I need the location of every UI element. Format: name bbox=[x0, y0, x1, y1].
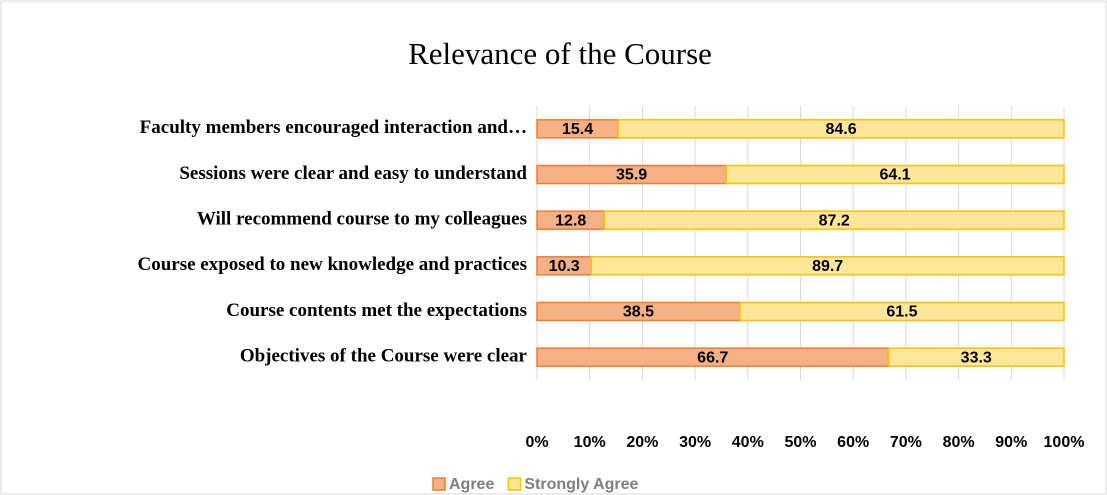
x-tick-label: 20% bbox=[626, 434, 658, 451]
y-tick-label: Faculty members encouraged interaction a… bbox=[140, 117, 527, 138]
x-tick-label: 10% bbox=[574, 434, 606, 451]
bar-segment bbox=[887, 347, 1065, 367]
x-tick-label: 30% bbox=[679, 434, 711, 451]
legend-swatch bbox=[507, 477, 522, 491]
y-tick-label: Course exposed to new knowledge and prac… bbox=[138, 254, 528, 275]
x-tick-label: 70% bbox=[890, 434, 922, 451]
x-tick-label: 40% bbox=[732, 434, 764, 451]
data-label: 89.7 bbox=[812, 258, 843, 275]
x-tick-label: 90% bbox=[995, 434, 1027, 451]
x-tick-label: 0% bbox=[525, 434, 548, 451]
bar-segment bbox=[590, 256, 1065, 276]
x-tick-label: 50% bbox=[784, 434, 816, 451]
x-tick-label: 100% bbox=[1044, 434, 1085, 451]
bar-segment bbox=[739, 301, 1065, 322]
bar-segment bbox=[603, 210, 1065, 230]
legend-label: Agree bbox=[449, 476, 494, 493]
data-label: 12.8 bbox=[555, 212, 586, 229]
data-label: 61.5 bbox=[886, 304, 917, 321]
y-tick-label: Will recommend course to my colleagues bbox=[197, 209, 527, 230]
data-label: 35.9 bbox=[616, 167, 647, 184]
legend-swatch bbox=[432, 477, 446, 491]
bar-segment bbox=[617, 119, 1065, 139]
y-tick-label: Sessions were clear and easy to understa… bbox=[179, 163, 527, 184]
data-label: 33.3 bbox=[961, 349, 992, 366]
x-tick-label: 60% bbox=[837, 434, 869, 451]
bar-segment bbox=[725, 164, 1065, 185]
data-label: 64.1 bbox=[880, 167, 911, 184]
legend-label: Strongly Agree bbox=[524, 476, 638, 493]
y-tick-label: Objectives of the Course were clear bbox=[240, 346, 528, 367]
chart-title: Relevance of the Course bbox=[408, 36, 712, 71]
data-label: 84.6 bbox=[826, 121, 857, 138]
x-tick-label: 80% bbox=[943, 434, 975, 451]
data-label: 15.4 bbox=[562, 121, 593, 138]
data-label: 10.3 bbox=[549, 258, 580, 275]
data-label: 66.7 bbox=[697, 349, 728, 366]
data-label: 38.5 bbox=[623, 304, 654, 321]
data-label: 87.2 bbox=[819, 212, 850, 229]
y-tick-label: Course contents met the expectations bbox=[226, 300, 527, 321]
